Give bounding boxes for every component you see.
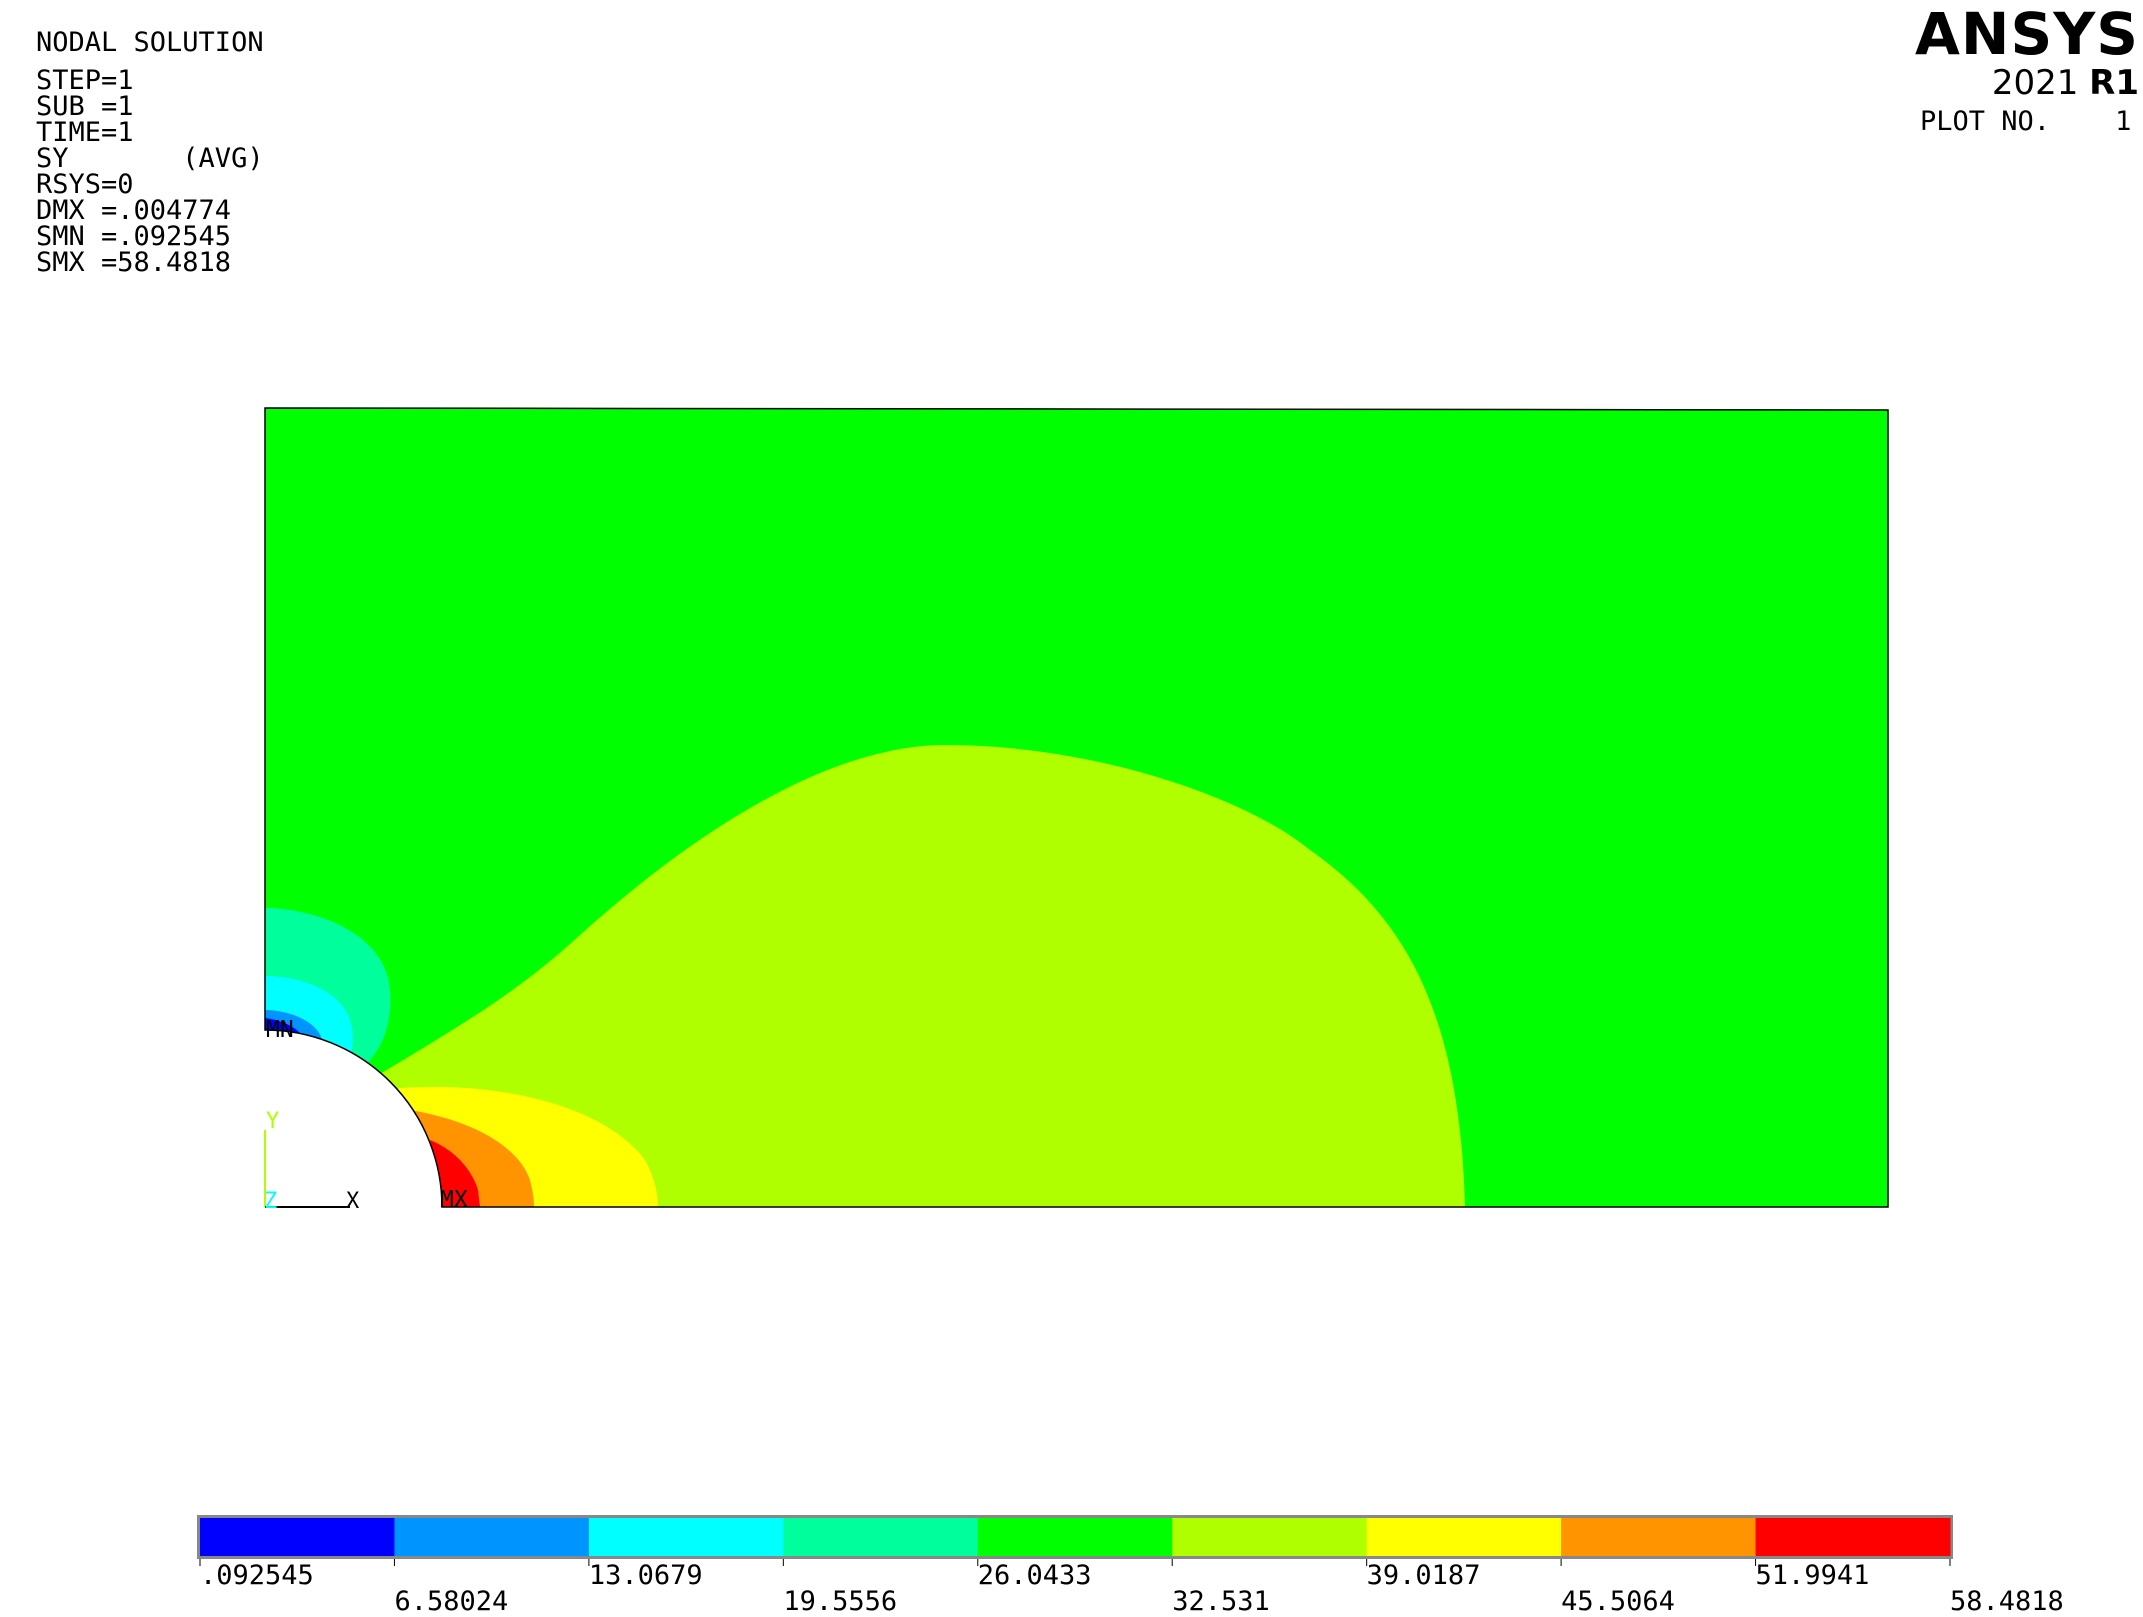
brand-version-year: 2021 (1991, 63, 2079, 103)
legend-swatch-3 (783, 1518, 979, 1556)
plot-number: PLOT NO. 1 (1920, 106, 2131, 137)
legend-swatch-1 (394, 1518, 590, 1556)
legend-label-4: 26.0433 (977, 1560, 1092, 1591)
plot-number-value: 1 (2115, 106, 2132, 137)
solution-title: NODAL SOLUTION (36, 27, 264, 58)
info-smn: SMN =.092545 (36, 221, 232, 252)
legend-label-5: 32.531 (1172, 1586, 1270, 1617)
info-result-item: SY (AVG) (36, 143, 264, 174)
legend-label-9: 58.4818 (1950, 1586, 2064, 1617)
legend-label-0: .092545 (200, 1560, 314, 1591)
contour-band-yellowgreen (370, 745, 1465, 1207)
legend-color-bar (197, 1515, 1953, 1566)
triad-y-label: Y (266, 1109, 279, 1134)
legend-swatch-0 (200, 1518, 395, 1556)
ansys-logo: ANSYS 2021 R1 (1915, 2, 2139, 100)
legend-label-3: 19.5556 (783, 1586, 898, 1617)
legend-label-1: 6.58024 (394, 1586, 509, 1617)
contour-sliver-yellowgreen (265, 1080, 282, 1207)
legend-swatch-7 (1561, 1518, 1757, 1556)
brand-version: 2021 R1 (1915, 66, 2139, 100)
plot-number-label: PLOT NO. (1920, 106, 2051, 137)
brand-release: R1 (2089, 63, 2139, 103)
info-dmx: DMX =.004774 (36, 195, 232, 226)
legend-swatch-2 (588, 1518, 784, 1556)
info-time: TIME=1 (36, 117, 134, 148)
max-marker: MX (440, 1187, 468, 1213)
legend-label-8: 51.9941 (1755, 1560, 1870, 1591)
info-rsys: RSYS=0 (36, 169, 134, 200)
legend-label-2: 13.0679 (588, 1560, 703, 1591)
legend-swatch-4 (977, 1518, 1173, 1556)
contour-band-red (430, 1140, 480, 1207)
legend-label-6: 39.0187 (1366, 1560, 1481, 1591)
legend-swatch-6 (1366, 1518, 1562, 1556)
min-marker: MN (266, 1017, 294, 1043)
plate-outline (264, 407, 1889, 1208)
stress-contours (265, 408, 1888, 1207)
info-smx: SMX =58.4818 (36, 247, 232, 278)
legend-label-7: 45.5064 (1561, 1586, 1675, 1617)
info-substep: SUB =1 (36, 91, 134, 122)
brand-name: ANSYS (1915, 0, 2139, 68)
legend-swatch-8 (1755, 1518, 1951, 1556)
info-step: STEP=1 (36, 65, 134, 96)
axes-triad: Y X Z (264, 1109, 360, 1214)
triad-z-label: Z (264, 1189, 277, 1214)
legend-swatch-5 (1172, 1518, 1368, 1556)
solution-info-panel: NODAL SOLUTION STEP=1 SUB =1 TIME=1 SY (… (36, 27, 264, 278)
triad-x-label: X (346, 1189, 360, 1214)
